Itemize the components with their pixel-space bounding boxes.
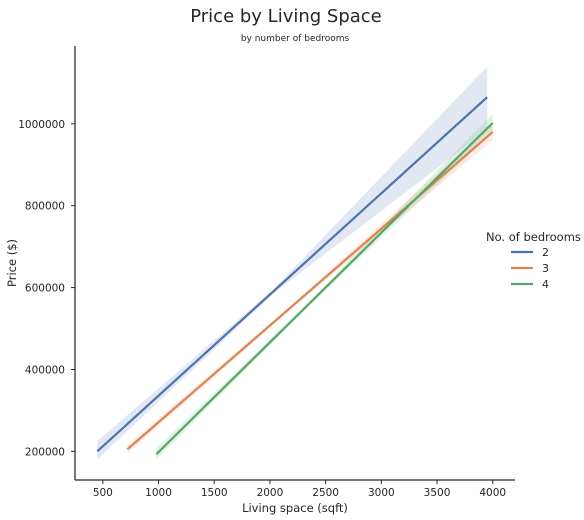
x-axis-label: Living space (sqft) <box>242 501 348 515</box>
x-tick-label: 3500 <box>424 487 451 499</box>
legend: No. of bedrooms 2 3 4 <box>486 230 581 291</box>
confidence-band-4 <box>156 113 493 460</box>
y-axis-label: Price ($) <box>5 239 19 287</box>
x-tick-label: 1000 <box>145 487 172 499</box>
series-line-4 <box>155 122 494 455</box>
confidence-band-2 <box>97 66 488 460</box>
legend-label-2: 2 <box>542 246 549 259</box>
y-tick-label: 400000 <box>25 364 65 376</box>
legend-label-3: 3 <box>542 262 549 275</box>
legend-title: No. of bedrooms <box>486 230 581 244</box>
plot-area <box>96 66 494 460</box>
x-tick-label: 2000 <box>257 487 284 499</box>
axes: 500 1000 1500 2000 2500 3000 3500 4000 200000 40… <box>18 46 515 499</box>
x-tick-label: 2500 <box>312 487 339 499</box>
y-tick-label: 800000 <box>25 201 65 213</box>
y-tick-label: 1000000 <box>18 119 65 131</box>
chart-title: Price by Living Space <box>190 6 382 27</box>
x-tick-label: 4000 <box>479 487 506 499</box>
x-axis-ticks: 500 1000 1500 2000 2500 3000 3500 4000 <box>93 480 506 499</box>
x-tick-label: 500 <box>93 487 113 499</box>
x-tick-label: 1500 <box>201 487 228 499</box>
legend-items: 2 3 4 <box>511 246 549 291</box>
series-line-3 <box>126 131 494 451</box>
series-line-2 <box>96 96 488 453</box>
series-lines <box>96 96 494 455</box>
y-tick-label: 600000 <box>25 283 65 295</box>
y-axis-ticks: 200000 400000 600000 800000 1000000 <box>18 119 75 458</box>
confidence-bands <box>97 66 493 460</box>
y-tick-label: 200000 <box>25 446 65 458</box>
x-tick-label: 3000 <box>368 487 395 499</box>
legend-label-4: 4 <box>542 278 549 291</box>
chart-subtitle: by number of bedrooms <box>241 34 350 44</box>
